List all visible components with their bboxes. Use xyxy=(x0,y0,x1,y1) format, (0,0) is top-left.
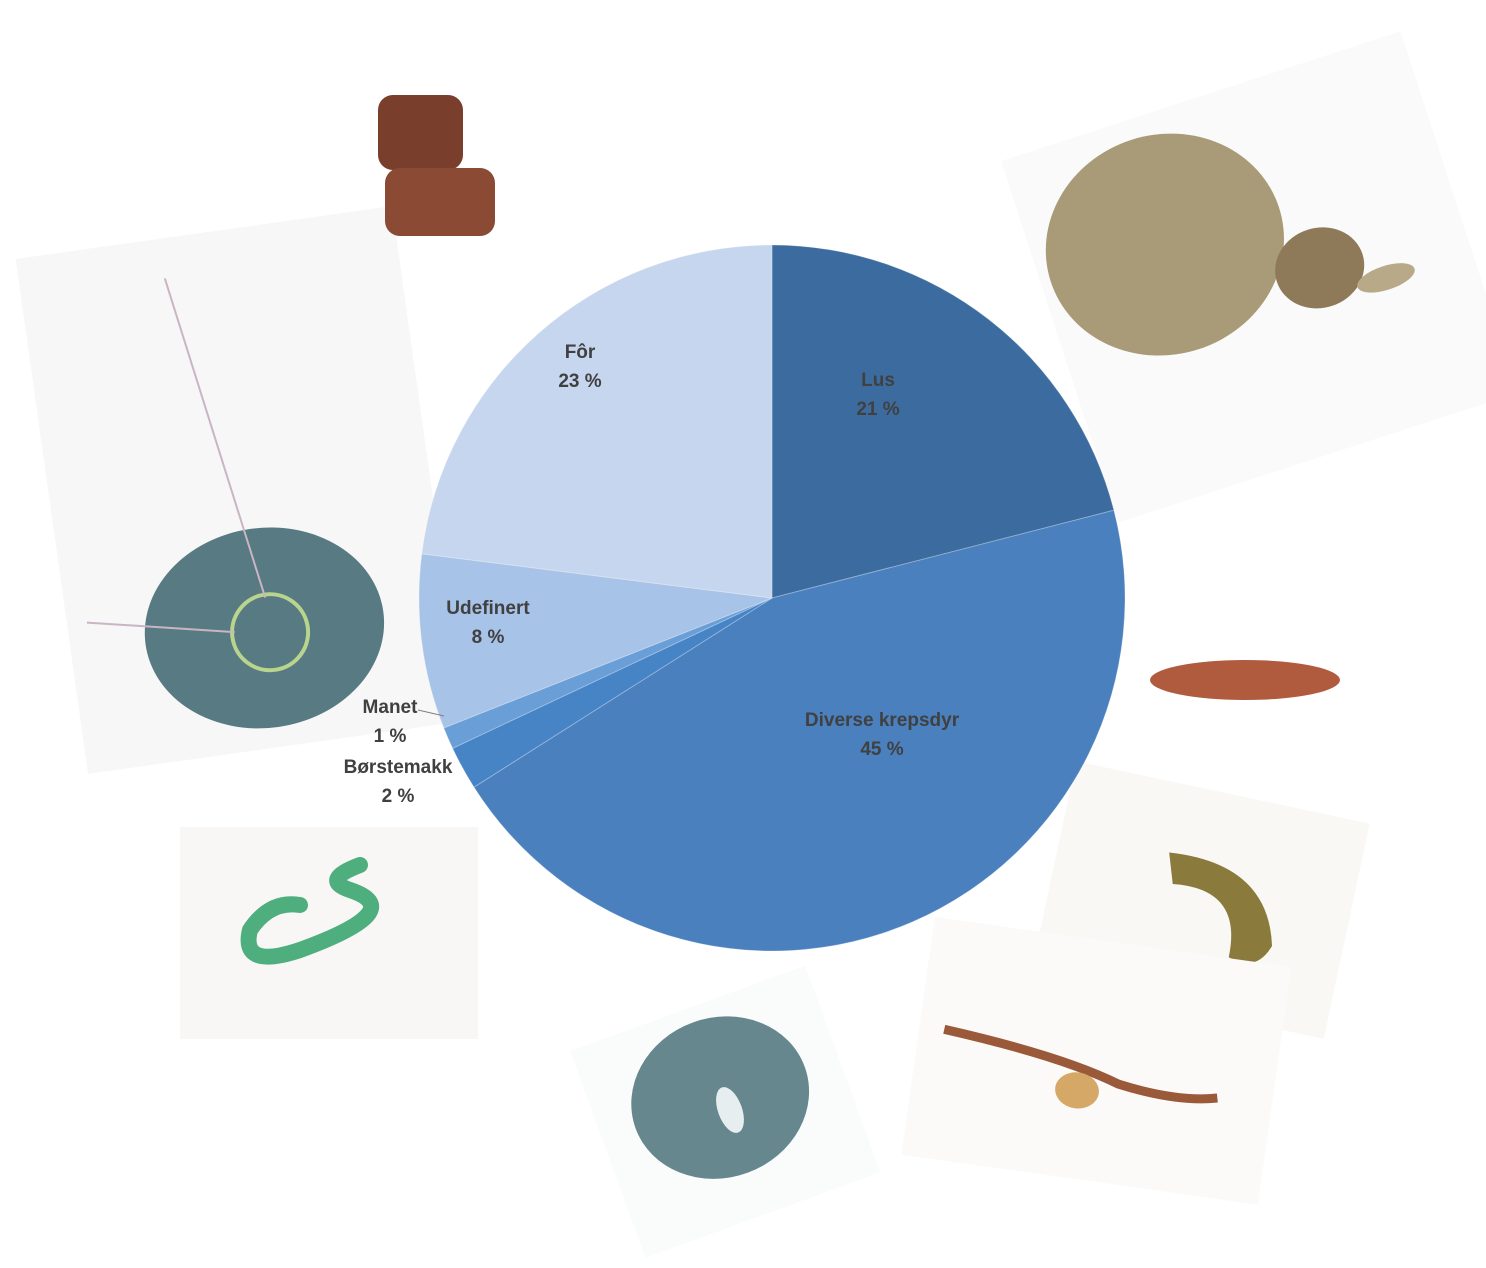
slice-value-label: 23 % xyxy=(558,371,601,392)
pie-slice xyxy=(418,553,773,729)
illustration-isopod xyxy=(1150,660,1340,700)
illustration-bristleworm xyxy=(180,827,478,1039)
slice-label: Lus xyxy=(861,370,895,391)
illustration-feed xyxy=(378,95,495,236)
illustration-louse xyxy=(1001,31,1486,523)
pie-slice xyxy=(473,509,1126,952)
slice-value-label: 8 % xyxy=(472,627,505,648)
pie-slice xyxy=(771,244,1115,599)
pie xyxy=(418,244,1126,952)
slice-label: Fôr xyxy=(565,342,596,363)
slice-label: Diverse krepsdyr xyxy=(805,710,960,731)
slice-label: Udefinert xyxy=(446,598,530,619)
illustrations xyxy=(15,31,1486,1258)
illustration-copepod xyxy=(570,965,881,1258)
illustration-caprellid xyxy=(901,916,1292,1205)
slice-value-label: 45 % xyxy=(860,739,903,760)
slice-value-label: 21 % xyxy=(856,399,899,420)
leader-line xyxy=(417,709,445,717)
pie-slice xyxy=(451,597,773,788)
slice-label: Børstemakk xyxy=(344,757,453,778)
pie-slice xyxy=(421,244,773,599)
slice-value-label: 2 % xyxy=(382,786,415,807)
pie-slice xyxy=(443,597,773,749)
slice-value-label: 1 % xyxy=(374,726,407,747)
slice-label: Manet xyxy=(363,697,419,718)
illustration-comb-jelly xyxy=(15,206,465,774)
